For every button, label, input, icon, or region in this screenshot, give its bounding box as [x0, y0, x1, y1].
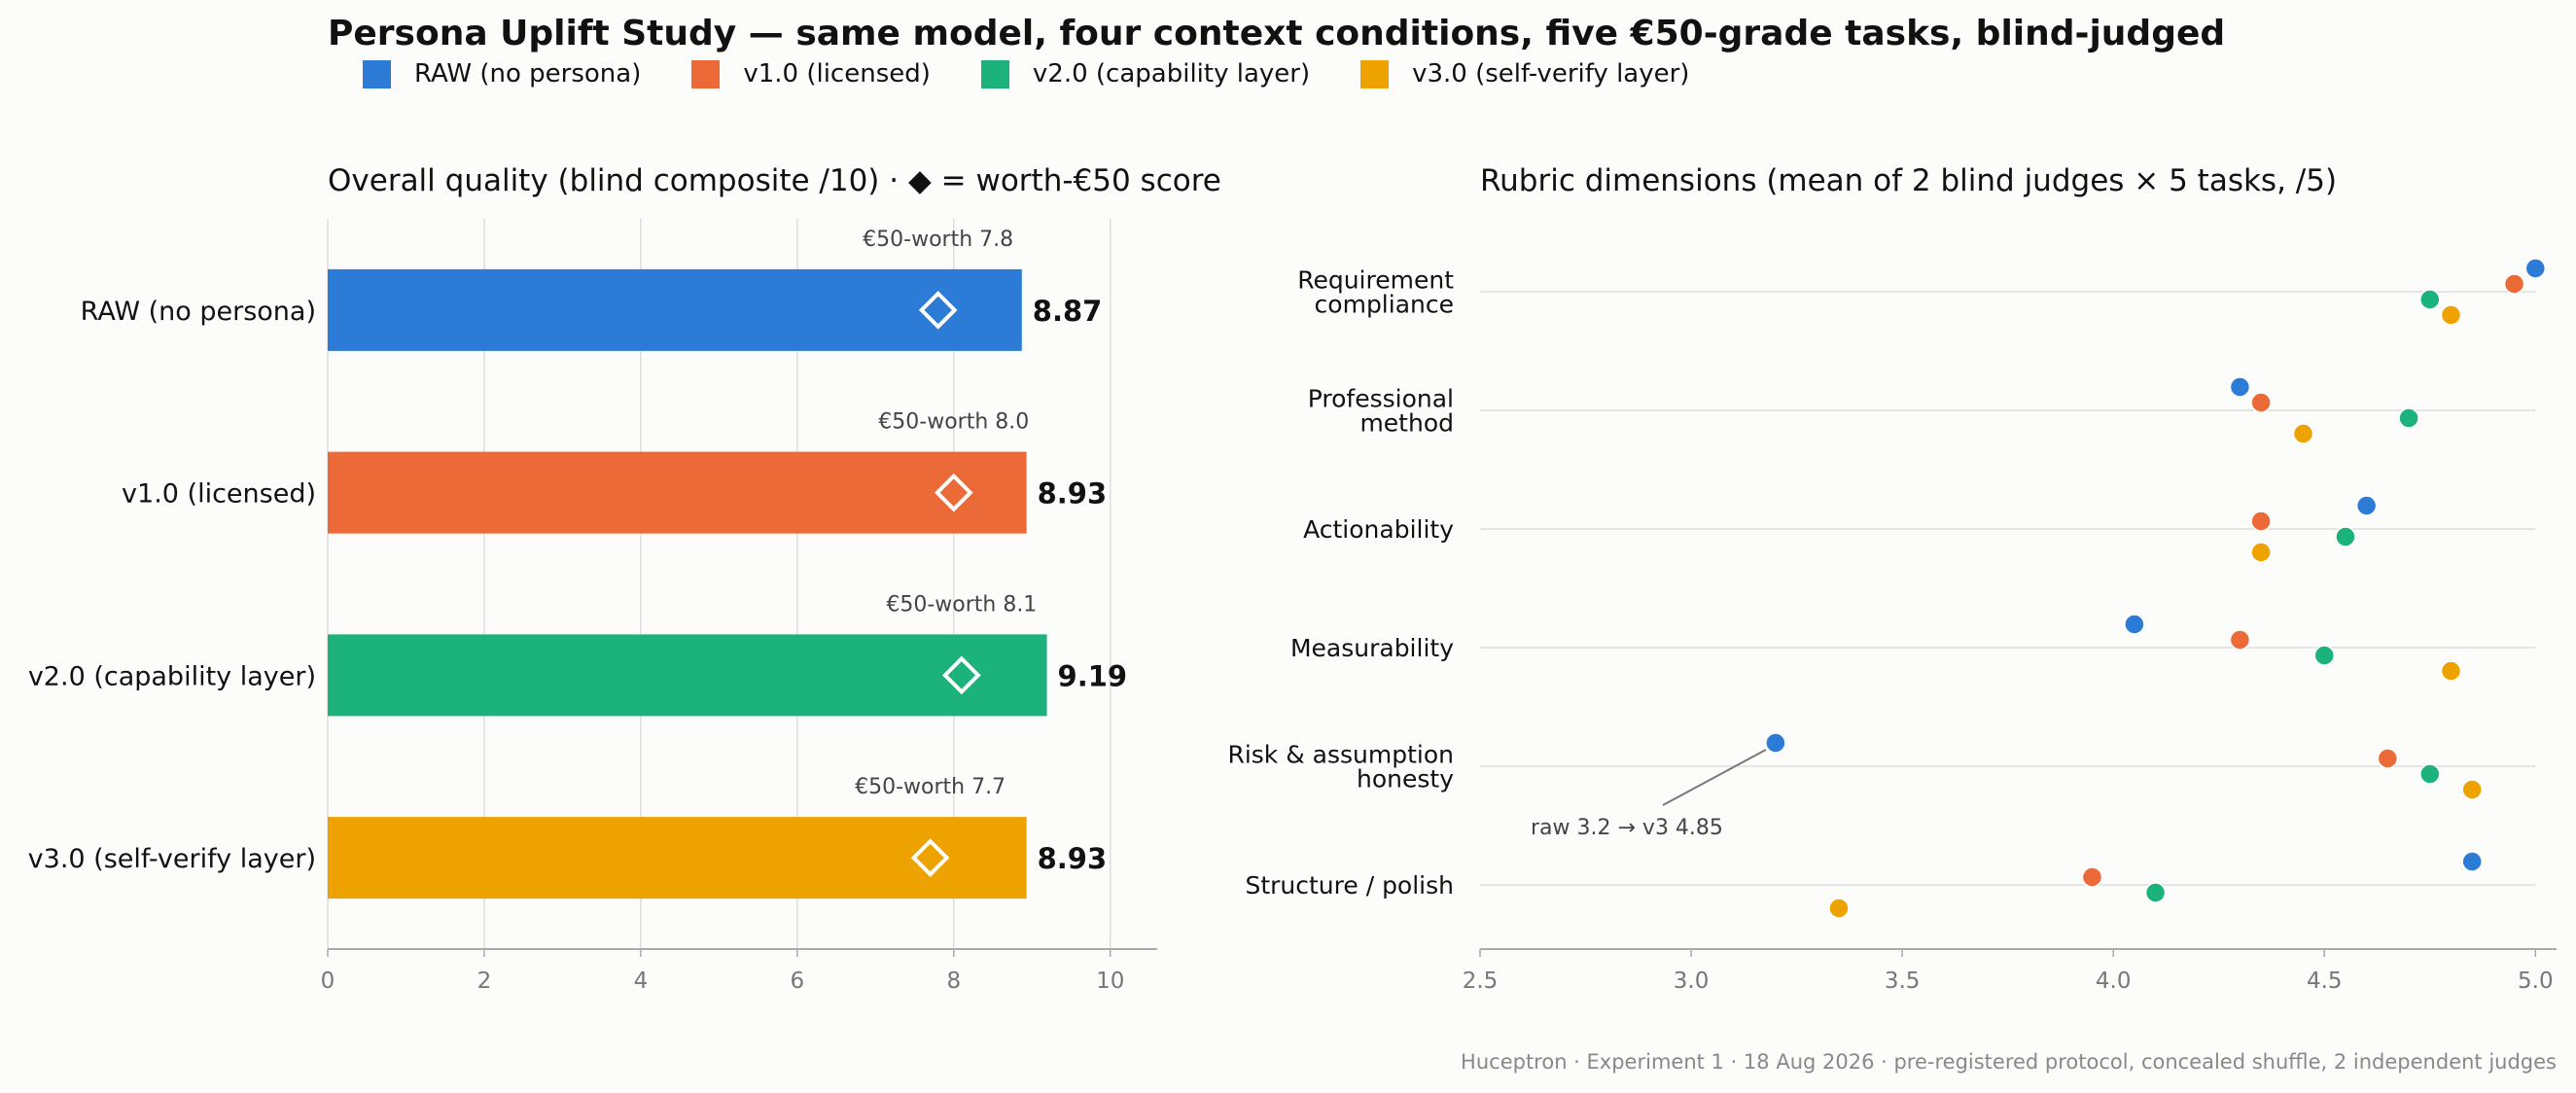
bar-value-label: 8.87: [1033, 295, 1103, 328]
legend-item-raw: RAW (no persona): [363, 59, 641, 88]
dot-point: [2335, 526, 2356, 547]
legend-swatch-v1: [691, 59, 721, 88]
dot-point: [2524, 258, 2547, 279]
bar: [328, 451, 1027, 534]
dot-point: [2419, 289, 2441, 310]
dot-x-tick-label: 4.0: [2096, 969, 2132, 994]
bar-category-label: v1.0 (licensed): [122, 479, 316, 510]
bar-x-tick-label: 6: [791, 969, 805, 994]
dot-category-label: Requirement: [1297, 266, 1454, 295]
bar-category-label: v3.0 (self-verify layer): [28, 844, 316, 874]
figure-title: Persona Uplift Study — same model, four …: [328, 14, 2226, 53]
worth-marker: [934, 473, 973, 512]
footer-note: Huceptron · Experiment 1 · 18 Aug 2026 ·…: [1461, 1050, 2557, 1074]
bar-category-label: v2.0 (capability layer): [28, 661, 316, 691]
dot-category-label: Risk & assumption: [1227, 741, 1454, 769]
legend-swatch-v2: [980, 59, 1009, 88]
dot-category-label: method: [1359, 409, 1454, 438]
dot-panel-title: Rubric dimensions (mean of 2 blind judge…: [1480, 163, 2338, 198]
legend: RAW (no persona) v1.0 (licensed) v2.0 (c…: [363, 58, 1740, 89]
bar-value-label: 8.93: [1038, 842, 1108, 875]
dot-point: [2503, 273, 2525, 295]
dot-point: [2419, 763, 2441, 785]
legend-item-v2: v2.0 (capability layer): [980, 59, 1311, 88]
legend-item-v1: v1.0 (licensed): [691, 59, 931, 88]
dot-point: [2250, 511, 2272, 532]
legend-swatch-v3: [1360, 59, 1390, 88]
dot-category-label: honesty: [1357, 765, 1454, 793]
dot-x-tick-label: 3.0: [1674, 969, 1710, 994]
bar-value-label: 9.19: [1058, 659, 1128, 692]
dot-point: [2440, 660, 2462, 682]
dot-point: [2124, 614, 2145, 635]
worth-marker: [910, 838, 950, 877]
legend-label-v1: v1.0 (licensed): [743, 59, 931, 88]
worth-label: €50-worth 8.1: [886, 592, 1037, 617]
dot-point: [2461, 779, 2483, 800]
dot-x-tick-label: 5.0: [2518, 969, 2554, 994]
legend-label-v2: v2.0 (capability layer): [1032, 59, 1311, 88]
bar-value-label: 8.93: [1038, 477, 1108, 511]
dot-point: [2461, 851, 2483, 872]
dot-point: [2250, 542, 2272, 563]
dot-point: [2313, 645, 2335, 666]
bar-x-tick-label: 2: [477, 969, 492, 994]
worth-label: €50-worth 8.0: [878, 410, 1029, 435]
dot-point: [2250, 392, 2272, 413]
bar-x-tick-label: 8: [946, 969, 961, 994]
dot-category-label: Structure / polish: [1245, 871, 1454, 899]
bar-category-label: RAW (no persona): [81, 297, 316, 327]
bar-x-tick-label: 10: [1096, 969, 1124, 994]
legend-label-v3: v3.0 (self-verify layer): [1412, 59, 1690, 88]
bar-x-tick-label: 4: [634, 969, 649, 994]
dot-category-label: Measurability: [1290, 634, 1454, 662]
bar-panel-title: Overall quality (blind composite /10) · …: [328, 163, 1221, 198]
dot-point: [2377, 748, 2399, 769]
dot-point: [2292, 423, 2314, 444]
legend-swatch-raw: [363, 59, 391, 88]
worth-label: €50-worth 7.7: [855, 775, 1006, 799]
dot-point: [2398, 407, 2419, 429]
dot-point: [2229, 629, 2251, 651]
dot-point: [2144, 882, 2167, 903]
dot-category-label: Professional: [1308, 385, 1454, 413]
dot-x-tick-label: 2.5: [1463, 969, 1499, 994]
legend-label-raw: RAW (no persona): [414, 59, 642, 88]
dot-point: [1828, 898, 1850, 919]
dot-category-label: compliance: [1315, 291, 1454, 319]
dot-point: [1765, 732, 1786, 754]
dot-category-label: Actionability: [1303, 515, 1454, 544]
legend-item-v3: v3.0 (self-verify layer): [1360, 59, 1689, 88]
bar: [328, 268, 1022, 351]
dot-point: [2355, 495, 2378, 516]
dot-x-tick-label: 4.5: [2307, 969, 2343, 994]
bar: [328, 634, 1047, 717]
worth-marker: [918, 291, 958, 330]
annotation-label: raw 3.2 → v3 4.85: [1531, 816, 1723, 840]
bar-chart: 0 2 4 6 8 10 RAW (no persona) 8.87 €50-worth 7.8…: [28, 219, 1157, 994]
dot-point: [2440, 304, 2462, 326]
dot-point: [2229, 376, 2251, 398]
dot-x-tick-label: 3.5: [1885, 969, 1921, 994]
bar-x-tick-label: 0: [321, 969, 335, 994]
bar: [328, 817, 1027, 899]
dot-point: [2081, 866, 2103, 888]
worth-marker: [941, 655, 981, 695]
worth-label: €50-worth 7.8: [863, 228, 1013, 252]
annotation-arrow: [1662, 749, 1767, 806]
